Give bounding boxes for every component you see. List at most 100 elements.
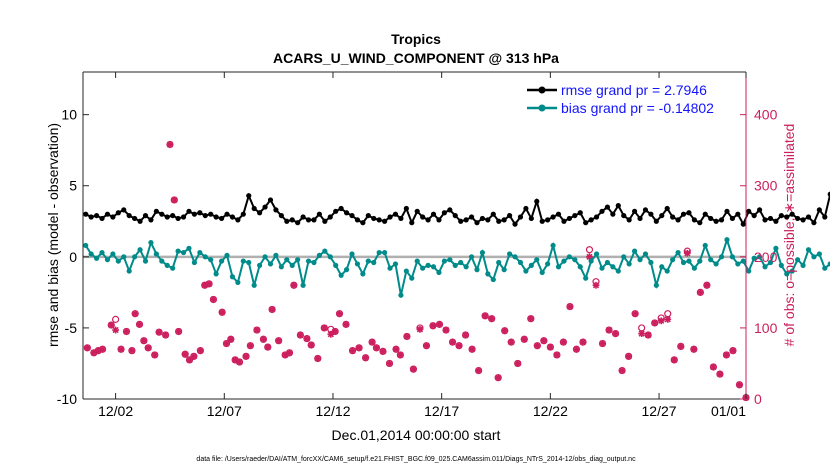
obs-assimilated-point [599,340,606,347]
obs-assimilated-point [664,315,672,323]
rmse-point [170,212,176,219]
x-tick-label: 12/17 [424,403,459,419]
rmse-point [740,221,746,227]
obs-assimilated-stroke [501,327,508,334]
obs-assimilated-stroke [297,331,304,339]
bias-point [300,282,306,288]
bias-point [240,258,246,264]
rmse-point [88,214,94,220]
bias-point [713,261,719,267]
rmse-point [458,218,464,224]
bias-point [153,251,159,257]
rmse-point [197,210,203,216]
obs-assimilated-stroke [573,346,580,353]
obs-assimilated-point [314,355,322,362]
rmse-point [333,208,339,214]
obs-assimilated-stroke [175,328,182,335]
bias-point [343,267,350,273]
rmse-line [85,192,830,227]
obs-assimilated-point [416,325,424,333]
bias-point [197,249,203,256]
legend-bias-marker [538,104,546,112]
bias-point [93,255,100,261]
bias-point [311,259,317,266]
bias-point [387,265,393,271]
rmse-point [186,208,192,214]
obs-assimilated-point [290,281,298,289]
rmse-point [436,217,442,223]
y-tick-label: 5 [69,178,77,194]
bias-point [708,257,714,263]
rmse-point [485,217,491,223]
rmse-point [311,217,317,223]
obs-assimilated-stroke [423,342,430,349]
obs-assimilated-point [468,345,476,353]
bias-point [289,262,295,268]
obs-assimilated-stroke [534,342,541,349]
rmse-point [523,205,529,212]
rmse-point [115,210,121,216]
obs-assimilated-stroke [690,346,697,353]
obs-assimilated-stroke [386,360,393,367]
bias-point [615,268,621,274]
rmse-point [164,214,170,220]
obs-possible-point [112,315,120,323]
rmse-point [382,218,388,224]
bias-point [822,265,828,271]
obs-assimilated-stroke [260,336,267,343]
rmse-point [642,207,649,213]
obs-assimilated-point [136,320,143,328]
y-tick-label: -10 [57,391,77,407]
rmse-point [430,211,437,217]
rmse-point [588,217,594,223]
obs-assimilated-stroke [482,312,489,319]
rmse-point [142,212,149,219]
rmse-point [773,218,779,224]
rmse-point [653,218,659,224]
rmse-point [534,198,540,204]
obs-assimilated-point [716,370,724,378]
obs-assimilated-point [307,341,315,349]
obs-assimilated-stroke [151,351,158,359]
obs-assimilated-point [520,335,528,343]
rmse-point [322,218,328,224]
obs-assimilated-point [83,344,91,352]
obs-assimilated-stroke [664,316,671,323]
obs-assimilated-stroke [651,319,658,327]
bias-point [735,261,741,267]
bias-point [295,257,301,263]
obs-assimilated-stroke [269,306,276,313]
rmse-point [409,220,415,226]
obs-assimilated-stroke [403,333,411,340]
obs-assimilated-point [553,351,561,359]
bias-point [305,258,312,264]
obs-assimilated-stroke [314,355,321,362]
obs-assimilated-stroke [205,280,213,287]
obs-assimilated-stroke [145,344,152,351]
rmse-point [555,211,562,217]
obs-assimilated-stroke [140,337,147,344]
rmse-point [398,215,404,222]
rmse-point [566,215,572,222]
obs-assimilated-stroke [442,326,450,334]
plot-background [83,72,746,399]
legend-rmse-marker [538,86,546,94]
bias-point [316,252,322,259]
rmse-point [137,218,143,224]
bias-point [463,264,469,270]
rmse-point [675,217,681,223]
x-tick-label: 12/22 [533,403,568,419]
obs-assimilated-stroke [514,360,521,367]
rmse-point [284,218,290,224]
obs-assimilated-point [442,326,450,334]
bias-point [474,267,480,273]
obs-assimilated-point [618,367,626,374]
obs-assimilated-stroke [527,315,534,322]
rmse-point [561,218,567,224]
y2-tick-label: 100 [754,320,778,336]
obs-assimilated-point [501,327,509,335]
obs-assimilated-stroke [605,326,613,334]
obs-assimilated-point [638,330,646,337]
obs-assimilated-stroke [349,347,356,354]
obs-assimilated-point [205,280,213,288]
